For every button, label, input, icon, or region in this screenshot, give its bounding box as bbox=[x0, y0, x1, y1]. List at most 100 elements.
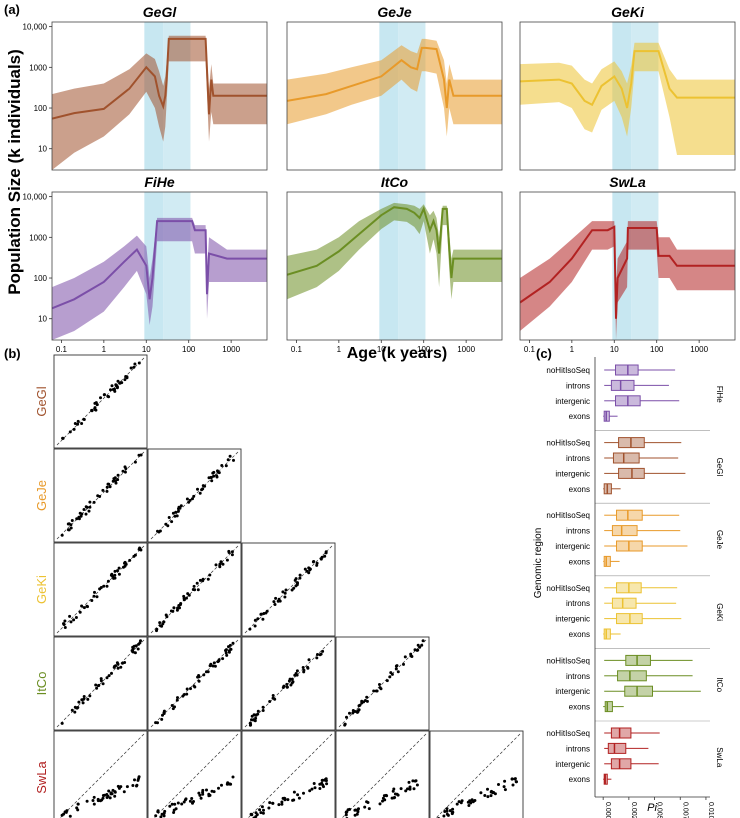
panel-a-y-tick-label: 10,000 bbox=[23, 193, 48, 202]
panel-b-point bbox=[81, 701, 85, 705]
panel-b-point bbox=[209, 476, 213, 480]
panel-a-x-tick-label: 1 bbox=[102, 345, 107, 354]
panel-c-region-label: noHitIsoSeq bbox=[546, 656, 590, 665]
panel-a-line-FiHe bbox=[52, 220, 267, 310]
panel-b-point bbox=[113, 573, 117, 577]
panel-b-point bbox=[354, 808, 358, 812]
panel-b-point bbox=[122, 790, 126, 794]
panel-b-point bbox=[105, 485, 109, 489]
panel-b-point bbox=[261, 709, 265, 712]
panel-b-point bbox=[201, 487, 205, 491]
panel-b-point bbox=[227, 645, 230, 649]
panel-b-point bbox=[343, 723, 347, 727]
panel-c-region-label: introns bbox=[566, 454, 590, 463]
panel-b-point bbox=[73, 705, 77, 709]
panel-b-point bbox=[179, 602, 183, 605]
panel-b-point bbox=[73, 422, 77, 425]
panel-b-point bbox=[346, 808, 350, 812]
panel-b-point bbox=[87, 509, 91, 513]
panel-b-point bbox=[469, 801, 473, 805]
panel-b-point bbox=[189, 687, 192, 691]
panel-b-point bbox=[133, 460, 137, 464]
panel-b-point bbox=[196, 675, 200, 679]
panel-b-point bbox=[102, 584, 106, 588]
panel-c-region-label: exons bbox=[569, 485, 590, 494]
panel-b-point bbox=[77, 517, 81, 521]
panel-b-point bbox=[415, 783, 419, 787]
panel-b-point bbox=[212, 661, 216, 665]
panel-b-point bbox=[225, 558, 229, 562]
panel-b-point bbox=[445, 807, 449, 811]
panel-b-point bbox=[390, 796, 394, 800]
panel-b-point bbox=[177, 507, 180, 511]
panel-b-point bbox=[196, 487, 199, 491]
panel-b-point bbox=[248, 627, 252, 631]
panel-c-region-label: introns bbox=[566, 744, 590, 753]
panel-b-point bbox=[208, 664, 212, 668]
panel-a-x-tick-label: 100 bbox=[650, 345, 664, 354]
panel-b-point bbox=[182, 598, 186, 602]
panel-b-point bbox=[82, 606, 86, 610]
panel-b-point bbox=[80, 698, 84, 702]
panel-b-point bbox=[394, 664, 398, 668]
panel-b-point bbox=[276, 599, 280, 603]
panel-b-point bbox=[162, 712, 166, 715]
panel-a-frame-SwLa bbox=[519, 191, 736, 341]
panel-b-point bbox=[176, 696, 179, 700]
panel-b-point bbox=[121, 469, 125, 473]
panel-b-point bbox=[450, 811, 454, 815]
panel-b-point bbox=[197, 679, 201, 683]
panel-c-group-FiHe: FiHe noHitIsoSeq introns intergenic exons bbox=[546, 364, 724, 422]
panel-b-point bbox=[92, 802, 96, 806]
panel-c-box-noHitIsoSeq bbox=[616, 509, 643, 521]
panel-b-point bbox=[230, 550, 234, 554]
panel-b-point bbox=[105, 676, 109, 680]
panel-b-point bbox=[357, 704, 361, 708]
panel-b-point bbox=[106, 579, 110, 583]
panel-b-point bbox=[390, 672, 394, 676]
panel-a-plot-GeKi: GeKi bbox=[519, 4, 736, 171]
panel-b-point bbox=[90, 409, 94, 413]
panel-c-group-GeKi: GeKi noHitIsoSeq introns intergenic exons bbox=[546, 575, 724, 640]
panel-c-box-exons bbox=[604, 701, 613, 713]
panel-a-highlight-band bbox=[163, 192, 191, 340]
panel-c-region-label: noHitIsoSeq bbox=[546, 366, 590, 375]
panel-b-point bbox=[76, 419, 80, 423]
panel-c-pi-boxplots: Genomic region Pi FiHe noHitIsoSeq introns… bbox=[533, 357, 724, 818]
panel-b-point bbox=[486, 795, 490, 799]
panel-b-point bbox=[403, 655, 407, 659]
panel-b-point bbox=[363, 805, 367, 809]
panel-c-box-intergenic bbox=[610, 758, 632, 770]
panel-b-point bbox=[296, 793, 300, 797]
panel-b-point bbox=[62, 622, 65, 626]
panel-a-frame-GeGl bbox=[51, 21, 268, 171]
panel-b-point bbox=[184, 797, 188, 801]
panel-b-point bbox=[256, 617, 260, 621]
panel-b-point bbox=[86, 605, 89, 609]
panel-b-point bbox=[185, 497, 189, 501]
panel-b-point bbox=[137, 453, 141, 457]
panel-b-point bbox=[253, 719, 257, 723]
panel-b-point bbox=[319, 652, 323, 656]
panel-b-point bbox=[220, 464, 224, 467]
panel-b-point bbox=[107, 395, 111, 399]
panel-b-point bbox=[393, 796, 397, 799]
panel-b-point bbox=[91, 799, 95, 802]
panel-b-point bbox=[225, 653, 229, 657]
panel-b-point bbox=[451, 807, 455, 811]
panel-c-region-label: introns bbox=[566, 527, 590, 536]
panel-b-reference-line bbox=[150, 639, 239, 728]
panel-b-point bbox=[93, 401, 97, 405]
panel-b-point bbox=[88, 694, 92, 698]
panel-b-point bbox=[259, 811, 263, 815]
panel-b-point bbox=[61, 436, 65, 440]
panel-b-point bbox=[116, 569, 119, 573]
panel-b-point bbox=[121, 661, 124, 665]
panel-a-y-tick-label: 1000 bbox=[29, 233, 47, 242]
panel-b-cell-GeGl-vs-FiHe: GeGl bbox=[34, 354, 148, 449]
panel-b-point bbox=[227, 549, 231, 553]
panel-b-point bbox=[205, 670, 208, 674]
panel-b-point bbox=[280, 802, 284, 806]
panel-b-point bbox=[320, 781, 324, 785]
panel-b-point bbox=[110, 792, 114, 796]
